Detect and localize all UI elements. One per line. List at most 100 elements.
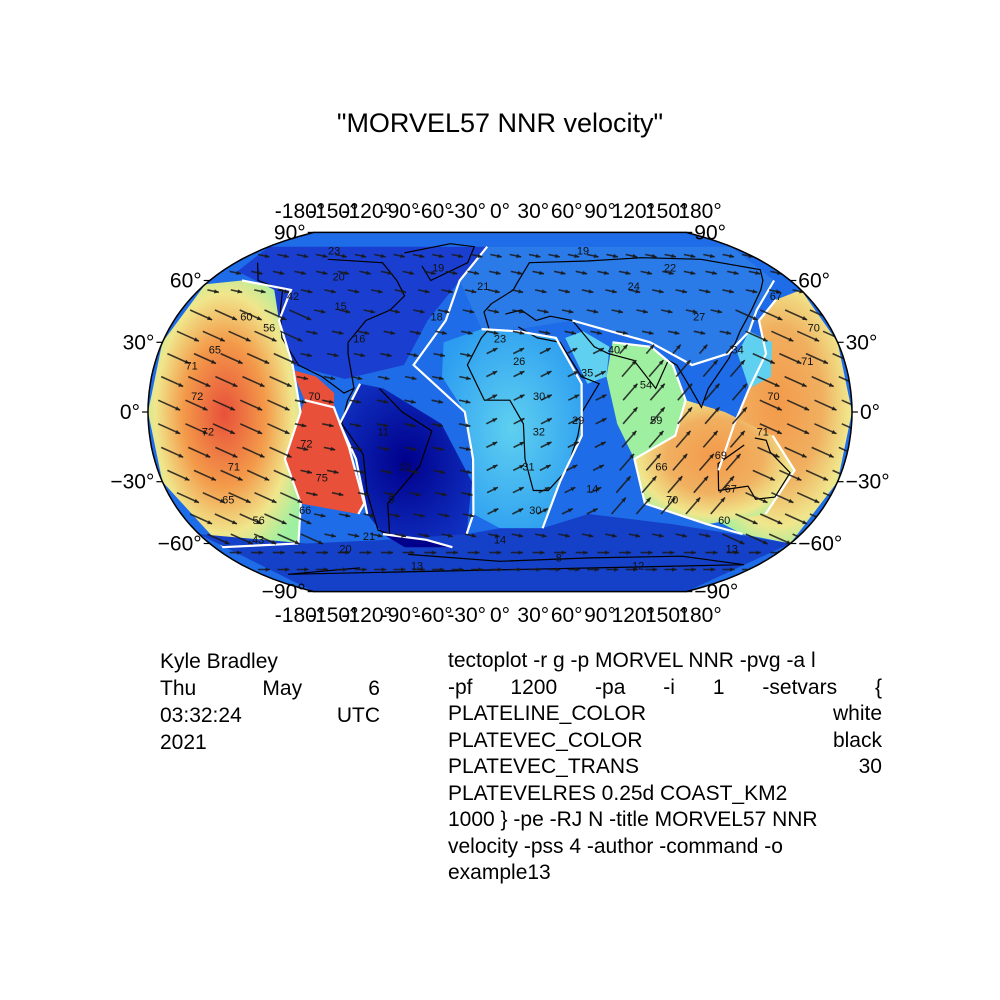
velocity-arrowhead — [705, 533, 711, 538]
velocity-arrowhead — [601, 418, 607, 423]
velocity-arrowhead — [264, 253, 270, 259]
plate-boundary-5 — [717, 299, 777, 471]
velocity-arrowhead — [271, 498, 277, 503]
velocity-arrowhead — [541, 533, 547, 538]
velocity-arrowhead — [713, 430, 718, 436]
velocity-arrowhead — [734, 550, 740, 555]
command-line-5: PLATEVEC_TRANS 30 — [448, 755, 882, 778]
velocity-arrowhead — [621, 497, 626, 503]
velocity-arrowhead — [229, 429, 235, 434]
velocity-label: 32 — [533, 427, 545, 439]
velocity-arrowhead — [692, 309, 698, 314]
command-line-8: velocity -pss 4 -author -command -o — [448, 834, 783, 858]
velocity-arrowhead — [416, 330, 421, 335]
velocity-arrowhead — [328, 399, 334, 404]
velocity-label: 22 — [664, 262, 676, 274]
velocity-arrowhead — [384, 446, 390, 451]
velocity-arrowhead — [386, 352, 392, 358]
velocity-arrowhead — [651, 476, 657, 482]
velocity-arrowhead — [328, 423, 334, 428]
velocity-label: 26 — [513, 356, 525, 368]
velocity-arrowhead — [494, 289, 500, 294]
velocity-arrowhead — [493, 508, 499, 513]
velocity-arrowhead — [258, 550, 264, 555]
velocity-label: 67 — [725, 484, 737, 496]
velocity-arrowhead — [729, 344, 734, 350]
velocity-arrowhead — [776, 429, 782, 434]
velocity-arrowhead — [700, 330, 706, 335]
velocity-arrowhead — [256, 520, 262, 525]
velocity-arrowhead — [496, 550, 502, 555]
velocity-label: 30 — [529, 505, 541, 517]
velocity-arrowhead — [237, 289, 243, 294]
velocity-arrowhead — [281, 316, 287, 320]
velocity-arrowhead — [682, 289, 687, 294]
velocity-arrowhead — [364, 330, 370, 335]
velocity-arrowhead — [401, 567, 406, 572]
longitude-label-top: -180° — [275, 200, 325, 223]
velocity-arrowhead — [728, 289, 734, 294]
velocity-arrowhead — [826, 520, 832, 525]
velocity-arrowhead — [453, 550, 458, 555]
velocity-arrowhead — [458, 253, 463, 259]
velocity-arrowhead — [570, 487, 576, 492]
velocity-arrowhead — [279, 270, 285, 275]
latitude-label-right: −90° — [694, 581, 738, 604]
velocity-arrowhead — [477, 253, 483, 259]
velocity-arrowhead — [519, 371, 525, 376]
velocity-arrowhead — [703, 476, 709, 482]
velocity-arrowhead — [518, 533, 524, 538]
velocity-arrowhead — [660, 383, 665, 389]
velocity-arrowhead — [413, 352, 419, 358]
velocity-arrowhead — [264, 359, 270, 364]
velocity-arrowhead — [280, 550, 285, 555]
velocity-arrowhead — [729, 476, 734, 482]
velocity-arrowhead — [687, 383, 693, 389]
velocity-arrowhead — [430, 270, 436, 275]
velocity-arrowhead — [345, 309, 351, 314]
velocity-arrowhead — [410, 550, 415, 555]
velocity-arrowhead — [390, 330, 396, 335]
velocity-arrowhead — [618, 309, 623, 314]
velocity-arrowhead — [712, 270, 717, 275]
velocity-arrowhead — [178, 382, 184, 387]
velocity-arrowhead — [361, 253, 367, 259]
velocity-arrowhead — [211, 359, 216, 364]
velocity-arrowhead — [184, 476, 190, 481]
velocity-arrowhead — [388, 550, 393, 555]
velocity-arrowhead — [306, 520, 312, 525]
velocity-arrowhead — [658, 430, 664, 436]
plate-boundary-4 — [612, 341, 743, 536]
velocity-arrowhead — [467, 330, 473, 335]
command-block: tectoplot -r g -p MORVEL NNR -pvg -a l -… — [448, 648, 882, 887]
velocity-arrowhead — [603, 270, 609, 275]
latitude-label-right: 0° — [860, 401, 880, 424]
velocity-arrowhead — [575, 567, 580, 572]
longitude-label-top: 60° — [551, 200, 583, 223]
velocity-arrowhead — [236, 270, 241, 275]
velocity-label: 56 — [263, 322, 275, 334]
velocity-arrowhead — [804, 429, 810, 434]
velocity-label: 70 — [308, 391, 320, 403]
velocity-arrowhead — [207, 316, 213, 320]
longitude-label-bottom: -150° — [308, 604, 358, 627]
velocity-label: 72 — [202, 427, 214, 439]
longitude-label-bottom: -120° — [341, 604, 391, 627]
velocity-arrowhead — [307, 352, 312, 358]
coastline-6 — [287, 553, 745, 575]
velocity-arrowhead — [828, 382, 834, 387]
velocity-arrowhead — [395, 513, 400, 518]
latitude-label-left: −90° — [262, 581, 306, 604]
velocity-arrowhead — [344, 270, 350, 275]
velocity-label: 34 — [731, 345, 743, 357]
velocity-arrowhead — [301, 270, 306, 275]
velocity-arrowhead — [419, 309, 425, 314]
velocity-arrowhead — [459, 567, 464, 572]
velocity-arrowhead — [400, 253, 405, 259]
velocity-arrowhead — [303, 376, 309, 381]
velocity-arrowhead — [740, 360, 745, 365]
velocity-arrowhead — [175, 406, 181, 411]
velocity-arrowhead — [859, 430, 864, 434]
velocity-arrowhead — [546, 418, 552, 423]
latitude-label-right: −60° — [798, 533, 842, 556]
